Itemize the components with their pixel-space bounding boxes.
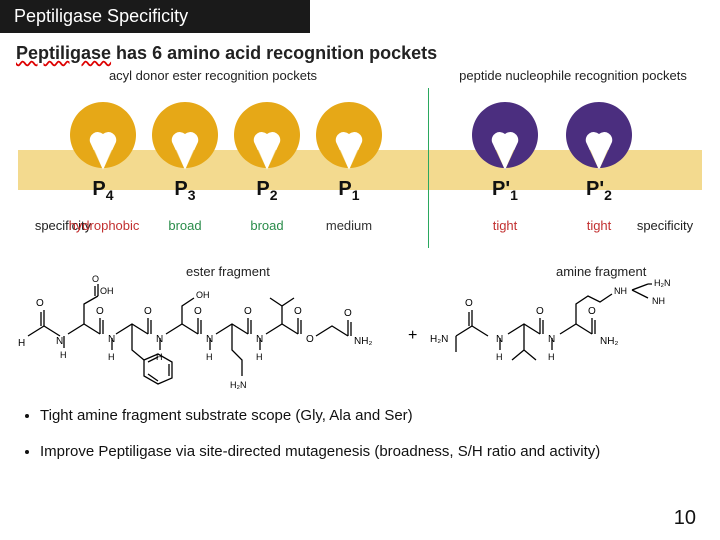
svg-text:H: H [496,352,503,362]
svg-text:O: O [294,306,302,317]
specificity-label: tight [470,218,540,233]
svg-text:H: H [156,352,163,362]
svg-text:O: O [306,334,314,345]
svg-text:O: O [36,298,44,309]
svg-text:O: O [194,306,202,317]
pocket-label: P1 [314,178,384,203]
svg-text:H: H [548,352,555,362]
pocket-label: P'1 [470,178,540,203]
specificity-label: tight [564,218,634,233]
pocket-label: P3 [150,178,220,203]
svg-text:+: + [408,327,417,344]
group-label-left: acyl donor ester recognition pockets [28,68,398,83]
svg-text:N: N [56,336,63,347]
svg-text:O: O [536,306,544,317]
pocket [68,100,138,170]
svg-text:NH₂: NH₂ [600,336,618,347]
svg-text:H: H [206,352,213,362]
svg-text:H: H [256,352,263,362]
svg-text:H: H [60,350,67,360]
chem-svg: O H N H OH O O N H O N [16,264,704,394]
specificity-label: broad [232,218,302,233]
svg-text:O: O [344,308,352,319]
svg-text:H: H [18,338,25,349]
heading-rest: has 6 amino acid recognition pockets [111,43,437,63]
ester-fragment-label: ester fragment [186,264,270,279]
svg-text:OH: OH [196,290,210,300]
pocket-label: P4 [68,178,138,203]
group-label-right: peptide nucleophile recognition pockets [458,68,688,83]
pocket [150,100,220,170]
pocket-label: P'2 [564,178,634,203]
pocket [314,100,384,170]
specificity-label: specificity [628,218,702,233]
svg-text:O: O [588,306,596,317]
heading: Peptiligase has 6 amino acid recognition… [16,43,704,64]
chemical-structures: ester fragment amine fragment O H N H OH… [16,264,704,394]
pocket [470,100,540,170]
svg-text:H: H [108,352,115,362]
svg-text:NH₂: NH₂ [354,336,372,347]
svg-text:O: O [465,298,473,309]
pocket [232,100,302,170]
slide-title: Peptiligase Specificity [14,6,188,26]
specificity-label: hydrophobic [63,218,145,233]
pocket-label: P2 [232,178,302,203]
specificity-label: broad [150,218,220,233]
svg-text:O: O [144,306,152,317]
svg-text:O: O [96,306,104,317]
svg-text:H₂N: H₂N [430,334,448,345]
page-number: 10 [674,507,696,530]
slide-title-bar: Peptiligase Specificity [0,0,310,33]
svg-text:O: O [244,306,252,317]
heading-keyword: Peptiligase [16,43,111,63]
amine-fragment-label: amine fragment [556,264,646,279]
bullet-item: Improve Peptiligase via site-directed mu… [40,442,694,462]
pocket [564,100,634,170]
svg-text:H₂N: H₂N [230,380,247,390]
pocket-diagram: acyl donor ester recognition pockets pep… [28,68,692,250]
svg-text:NH: NH [652,296,665,306]
svg-text:O: O [92,274,99,284]
bullet-list: Tight amine fragment substrate scope (Gl… [26,406,694,461]
vertical-divider [428,88,429,248]
specificity-label: medium [314,218,384,233]
pocket-area: P4 P3 P2 P1 P'1 P'2 [28,88,692,218]
svg-text:NH: NH [614,286,627,296]
bullet-item: Tight amine fragment substrate scope (Gl… [40,406,694,426]
svg-text:H₂N: H₂N [654,278,671,288]
svg-text:OH: OH [100,286,114,296]
